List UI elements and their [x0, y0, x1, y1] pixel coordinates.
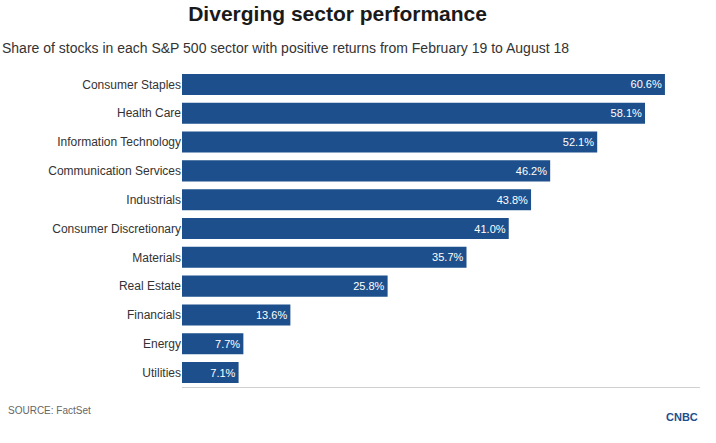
svg-text:43.8%: 43.8%: [497, 194, 528, 206]
svg-text:Consumer Discretionary: Consumer Discretionary: [52, 222, 181, 236]
svg-text:35.7%: 35.7%: [432, 251, 463, 263]
svg-text:Real Estate: Real Estate: [119, 279, 181, 293]
svg-text:Diverging sector performance: Diverging sector performance: [188, 2, 487, 25]
svg-text:Financials: Financials: [127, 308, 181, 322]
svg-text:Health Care: Health Care: [117, 106, 181, 120]
svg-text:Industrials: Industrials: [126, 193, 181, 207]
svg-text:Consumer Staples: Consumer Staples: [82, 78, 181, 92]
svg-text:13.6%: 13.6%: [256, 309, 287, 321]
svg-text:41.0%: 41.0%: [474, 223, 505, 235]
svg-text:Communication Services: Communication Services: [48, 164, 181, 178]
svg-text:52.1%: 52.1%: [563, 136, 594, 148]
svg-text:SOURCE: FactSet: SOURCE: FactSet: [8, 405, 91, 416]
svg-text:CNBC: CNBC: [666, 411, 698, 423]
svg-text:Energy: Energy: [143, 337, 181, 351]
svg-text:46.2%: 46.2%: [516, 165, 547, 177]
svg-text:25.8%: 25.8%: [353, 280, 384, 292]
svg-text:Materials: Materials: [132, 251, 181, 265]
svg-text:58.1%: 58.1%: [611, 107, 642, 119]
svg-text:60.6%: 60.6%: [631, 78, 662, 90]
svg-text:7.1%: 7.1%: [210, 367, 235, 379]
svg-text:Share of stocks in each S&P 50: Share of stocks in each S&P 500 sector w…: [2, 40, 569, 56]
svg-text:Utilities: Utilities: [142, 366, 181, 380]
svg-text:7.7%: 7.7%: [215, 338, 240, 350]
svg-text:Information Technology: Information Technology: [57, 135, 181, 149]
